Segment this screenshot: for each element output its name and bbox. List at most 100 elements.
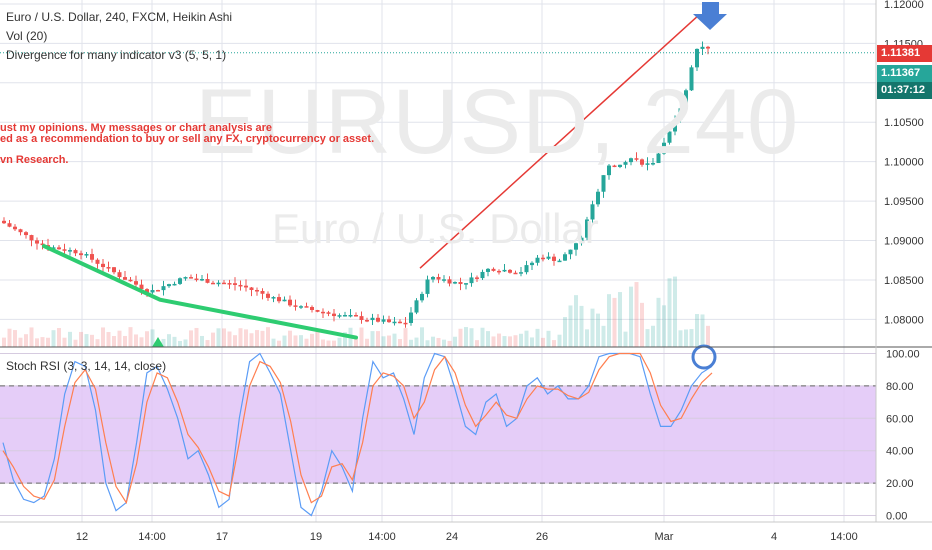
candle: [249, 287, 254, 291]
candle: [343, 315, 347, 317]
candle: [84, 254, 89, 256]
volume-bar: [601, 325, 606, 347]
candle: [541, 257, 545, 260]
candle: [475, 277, 479, 279]
volume-bar: [629, 286, 633, 347]
candle: [183, 277, 188, 279]
volume-bar: [167, 334, 171, 347]
candle: [62, 249, 67, 251]
candle: [458, 282, 463, 285]
candle: [678, 108, 683, 120]
legend-divergence[interactable]: Divergence for many indicator v3 (5, 5, …: [6, 48, 227, 62]
volume-bar: [695, 314, 699, 347]
legend-stoch-rsi[interactable]: Stoch RSI (3, 3, 14, 14, close): [6, 359, 167, 373]
price-tick-label: 1.08000: [884, 314, 924, 326]
candle: [420, 293, 424, 301]
volume-bar: [420, 327, 424, 347]
volume-bar: [194, 327, 199, 347]
candle: [387, 319, 391, 323]
volume-bar: [513, 335, 518, 347]
volume-bar: [667, 278, 672, 347]
volume-bar: [376, 331, 380, 347]
candle: [216, 282, 221, 285]
rsi-tick-label: 60.00: [886, 413, 914, 425]
candle: [392, 321, 397, 324]
candle: [673, 119, 677, 132]
volume-bar: [13, 330, 17, 347]
stoch-rsi-band: [0, 385, 876, 484]
candle: [79, 253, 83, 256]
stoch-rsi-k-line: [2, 352, 713, 517]
volume-bar: [557, 334, 562, 347]
volume-bar: [530, 337, 534, 347]
candle: [332, 313, 336, 317]
volume-bar: [651, 325, 655, 347]
candle: [35, 240, 39, 244]
volume-bar: [700, 314, 705, 347]
candle: [568, 249, 573, 255]
volume-bar: [227, 331, 232, 347]
volume-bar: [255, 330, 259, 347]
candle: [150, 290, 155, 293]
volume-bar: [337, 337, 342, 347]
volume-bar: [535, 328, 540, 347]
volume-bar: [310, 333, 314, 347]
time-tick-label: 14:00: [830, 531, 858, 543]
volume-bar: [414, 337, 419, 347]
candle: [73, 250, 78, 254]
bullish-divergence-line: [42, 244, 358, 340]
buy-signal-icon: [152, 337, 164, 347]
volume-bar: [706, 325, 710, 347]
volume-bar: [183, 339, 188, 347]
volume-bar: [425, 340, 430, 347]
volume-bar: [370, 331, 375, 347]
candle: [304, 306, 309, 308]
volume-bar: [524, 330, 529, 347]
candle: [480, 271, 485, 279]
candle: [634, 158, 639, 160]
candle: [618, 164, 622, 167]
candle: [552, 256, 556, 261]
legend-symbol[interactable]: Euro / U.S. Dollar, 240, FXCM, Heikin As…: [6, 10, 233, 24]
candle: [40, 243, 45, 246]
volume-bar: [277, 340, 281, 347]
candle: [607, 165, 611, 176]
candle: [13, 226, 17, 230]
candle: [497, 270, 501, 273]
candle: [2, 220, 6, 224]
volume-bar: [541, 337, 545, 347]
candle: [656, 153, 661, 164]
volume-bar: [634, 282, 639, 347]
volume-bar: [392, 333, 397, 347]
volume-bar: [29, 327, 34, 347]
volume-bar: [101, 327, 105, 347]
volume-bar: [623, 331, 628, 347]
candle: [563, 254, 567, 261]
candle: [145, 289, 149, 293]
volume-bar: [332, 340, 336, 347]
candle: [255, 290, 259, 292]
candle: [90, 254, 94, 260]
candle: [293, 305, 298, 307]
candle: [359, 316, 364, 321]
candle: [623, 162, 628, 165]
candle: [117, 272, 122, 278]
candle: [706, 46, 710, 49]
volume-bar: [585, 329, 589, 347]
candle: [546, 256, 551, 259]
candle: [596, 191, 600, 205]
candle: [222, 282, 226, 285]
disclaimer-line-3: vn Research.: [0, 154, 69, 166]
candle: [211, 282, 215, 285]
volume-bar: [216, 328, 221, 347]
rsi-tick-label: 0.00: [886, 511, 907, 523]
volume-bar: [354, 338, 358, 347]
volume-bar: [612, 297, 617, 347]
volume-bar: [2, 337, 6, 347]
volume-bar: [282, 335, 287, 347]
volume-bar: [304, 338, 309, 347]
volume-bar: [491, 336, 496, 347]
legend-volume[interactable]: Vol (20): [6, 29, 48, 43]
volume-bar: [178, 340, 182, 347]
